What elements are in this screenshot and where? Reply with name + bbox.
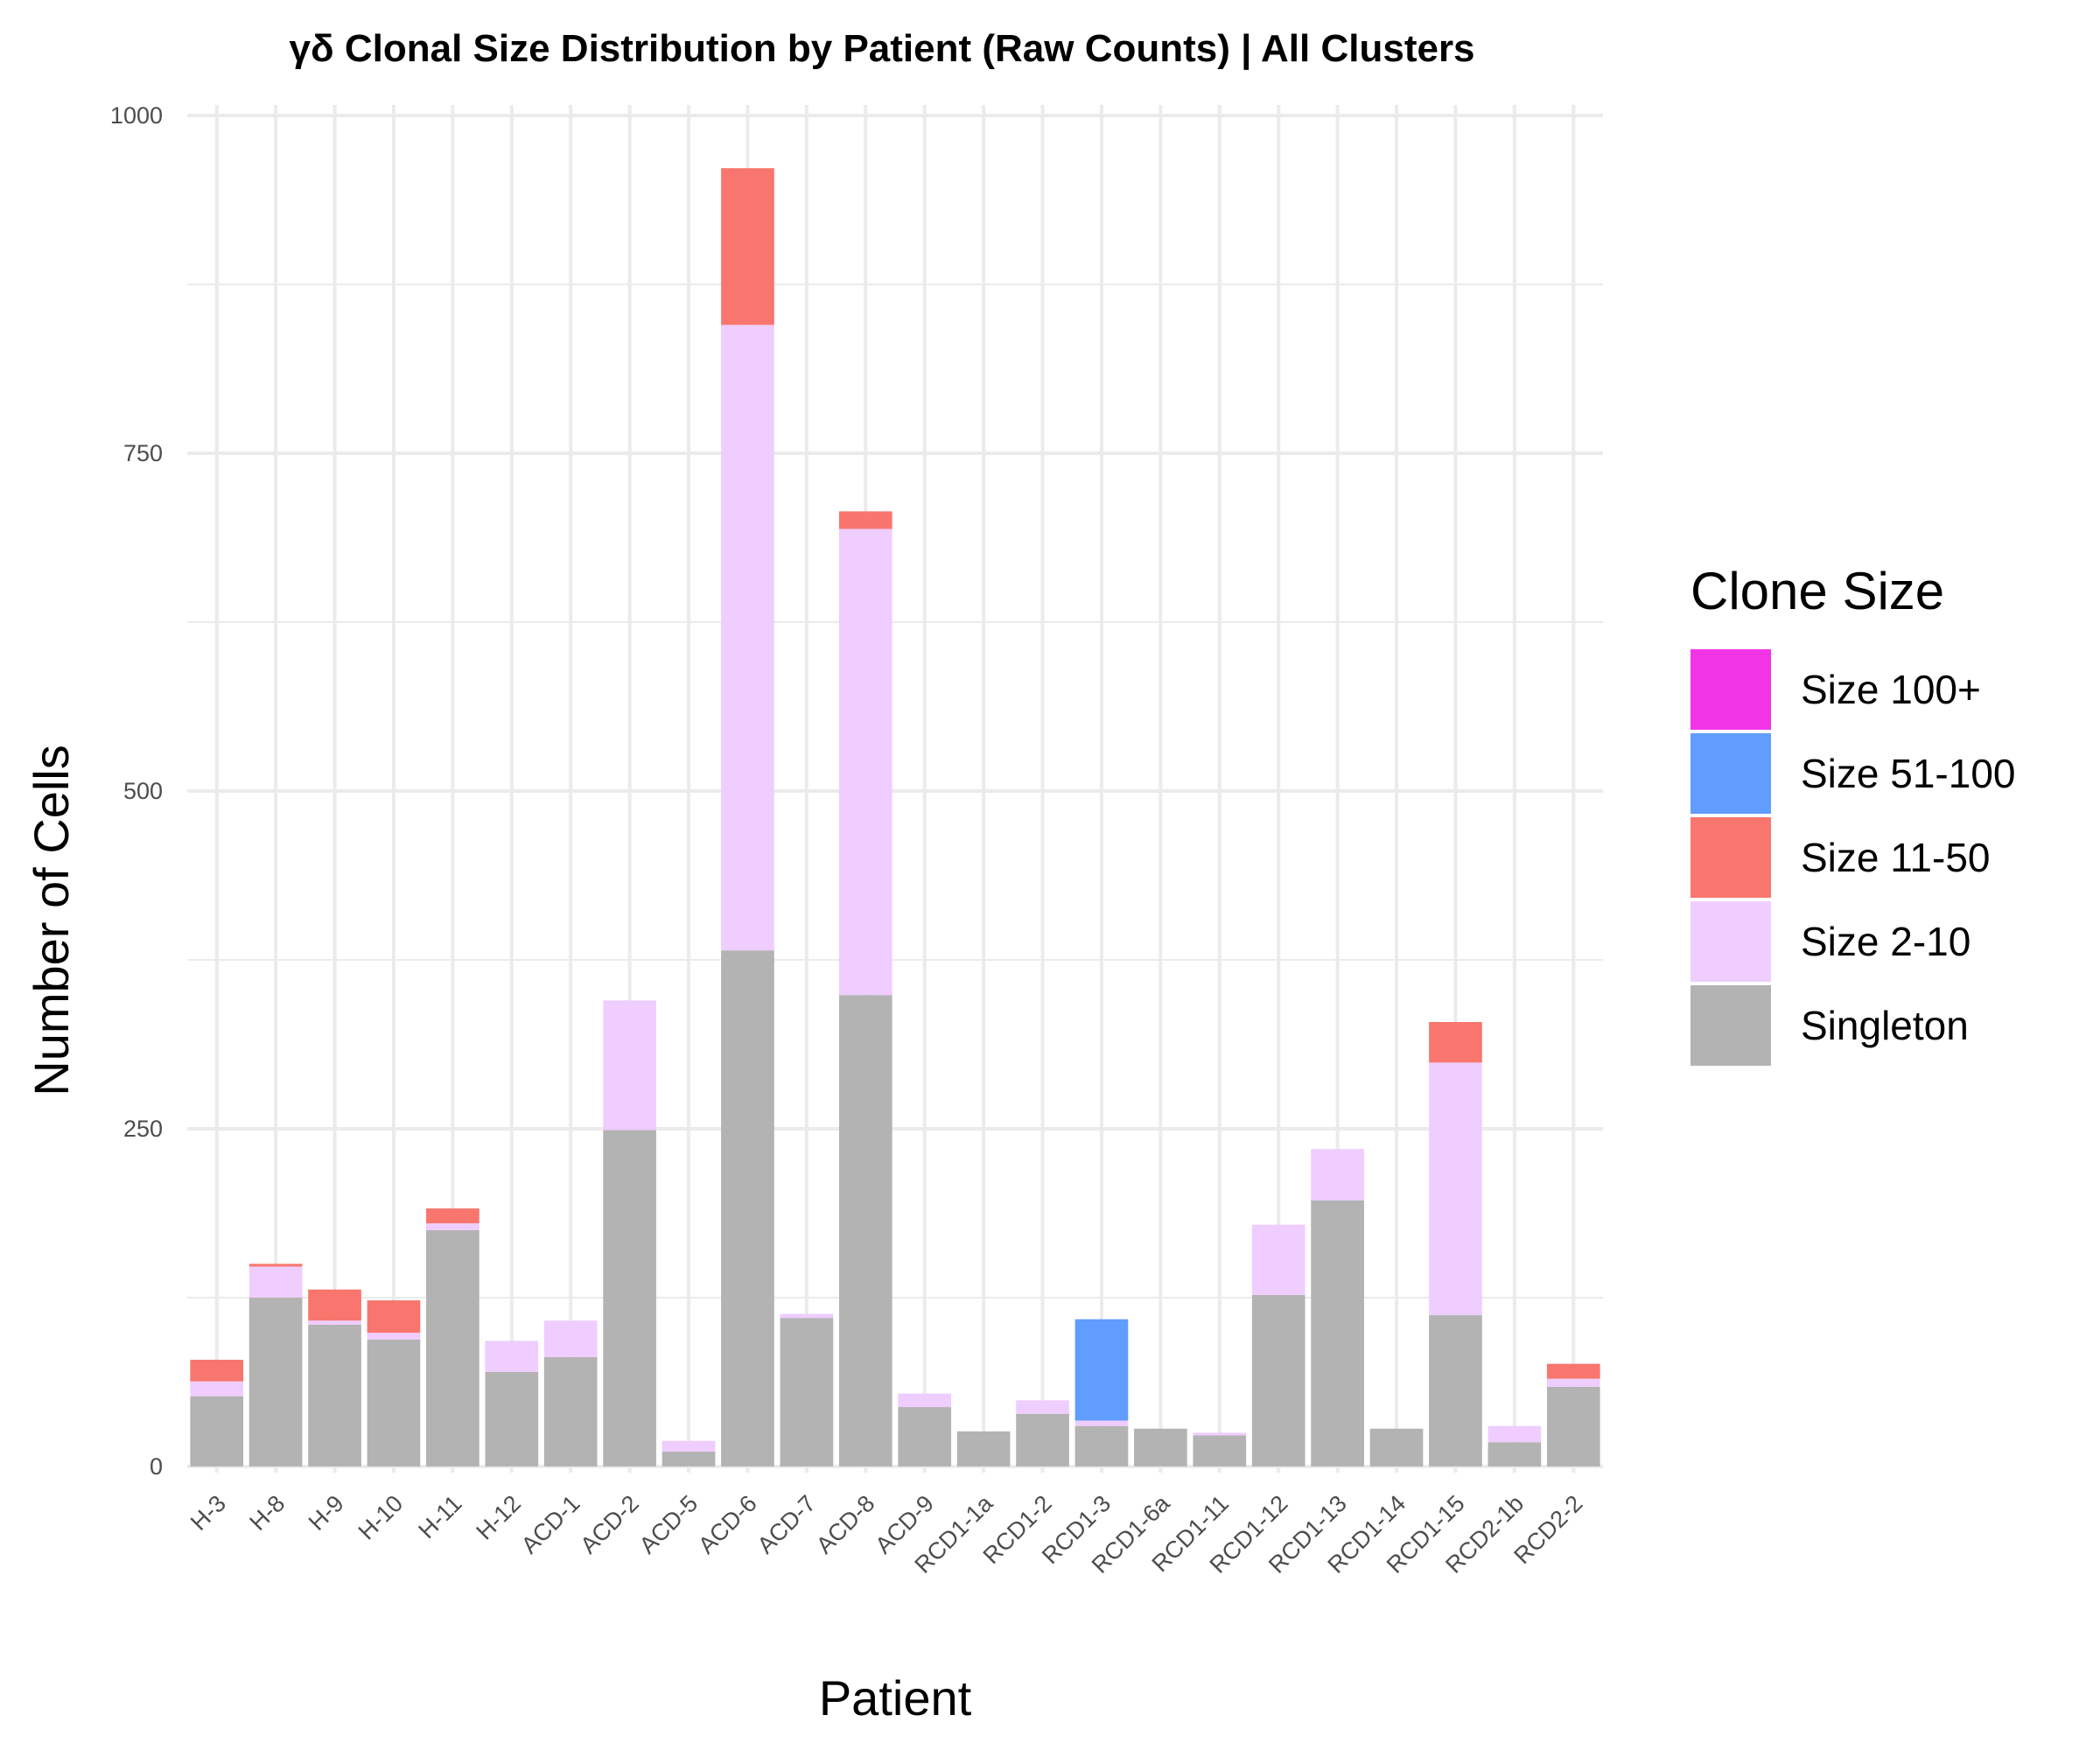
bar-segment-singleton: [1429, 1315, 1482, 1466]
legend-label: Size 11-50: [1801, 835, 1991, 880]
bar-segment-size-2-10: [485, 1340, 539, 1372]
bar-segment-size-11-50: [1429, 1022, 1482, 1063]
bar-segment-singleton: [1134, 1428, 1187, 1466]
bar-segment-size-2-10: [1429, 1062, 1482, 1316]
bar-segment-singleton: [426, 1229, 480, 1466]
bar-segment-size-11-50: [190, 1360, 244, 1382]
bar-segment-singleton: [956, 1431, 1011, 1466]
bar-segment-singleton: [1546, 1386, 1600, 1466]
legend-key: [1690, 901, 1771, 982]
y-tick-label: 250: [123, 1116, 163, 1142]
bar-segment-singleton: [543, 1356, 598, 1466]
legend-label: Singleton: [1801, 1003, 1969, 1048]
bar-segment-size-51-100: [1074, 1319, 1129, 1421]
x-axis-title: Patient: [819, 1670, 972, 1726]
bar-segment-size-2-10: [1488, 1425, 1542, 1443]
bar-segment-size-2-10: [426, 1223, 480, 1230]
bar-segment-size-11-50: [838, 511, 892, 529]
y-axis-ticks: 0 250 500 750 1000: [110, 102, 163, 1480]
bar-segment-size-11-50: [367, 1300, 421, 1334]
bar-segment-size-2-10: [780, 1313, 834, 1319]
y-tick-label: 750: [123, 440, 163, 466]
bar-segment-size-11-50: [308, 1289, 361, 1321]
bar-segment-singleton: [780, 1318, 834, 1466]
bar-segment-size-2-10: [1193, 1432, 1247, 1436]
y-tick-label: 1000: [110, 102, 163, 129]
bar-segment-singleton: [721, 950, 774, 1466]
legend-key: [1690, 817, 1771, 898]
bar-segment-singleton: [1193, 1435, 1247, 1466]
bar-segment-singleton: [662, 1452, 716, 1466]
bar-segment-singleton: [367, 1339, 421, 1466]
bar-segment-size-2-10: [721, 325, 774, 951]
bar-segment-singleton: [1369, 1428, 1424, 1466]
legend-label: Size 100+: [1801, 667, 1981, 712]
legend: Clone Size Size 100+ Size 51-100 Size 11-5…: [1690, 562, 2016, 1066]
bar-segment-singleton: [308, 1324, 361, 1466]
bar-segment-size-2-10: [1311, 1149, 1364, 1200]
legend-title: Clone Size: [1690, 562, 1944, 620]
y-tick-label: 0: [150, 1453, 163, 1480]
y-tick-label: 500: [123, 778, 163, 804]
bar-segment-singleton: [248, 1298, 303, 1466]
bar-segment-size-2-10: [898, 1393, 952, 1408]
bar-segment-size-11-50: [248, 1264, 303, 1267]
bar-segment-size-11-50: [426, 1208, 480, 1224]
bar-segment-size-2-10: [1251, 1224, 1306, 1295]
bar-segment-singleton: [1251, 1294, 1306, 1466]
legend-key: [1690, 733, 1771, 814]
bar-segment-size-2-10: [1546, 1378, 1600, 1387]
bar-segment-size-2-10: [1016, 1400, 1069, 1414]
bar-segment-singleton: [898, 1407, 952, 1466]
bars: [190, 168, 1600, 1466]
bar-segment-size-2-10: [367, 1333, 421, 1340]
bar-segment-size-2-10: [838, 528, 892, 996]
bar-segment-size-2-10: [190, 1381, 244, 1396]
bar-segment-size-2-10: [1074, 1420, 1129, 1426]
bar-segment-singleton: [1311, 1200, 1364, 1466]
legend-key: [1690, 649, 1771, 730]
bar-segment-size-2-10: [662, 1440, 716, 1452]
chart-title: γδ Clonal Size Distribution by Patient (…: [289, 27, 1474, 71]
bar-segment-singleton: [838, 995, 892, 1466]
bar-segment-singleton: [1074, 1425, 1129, 1466]
y-axis-title: Number of Cells: [24, 745, 79, 1096]
bar-segment-singleton: [1488, 1442, 1542, 1466]
legend-key: [1690, 985, 1771, 1066]
bar-segment-size-11-50: [721, 168, 774, 326]
bar-segment-singleton: [190, 1396, 244, 1466]
bar-segment-singleton: [1016, 1413, 1069, 1466]
bar-segment-size-2-10: [543, 1320, 598, 1357]
bar-segment-size-2-10: [248, 1266, 303, 1298]
bar-segment-size-2-10: [308, 1320, 361, 1325]
bar-segment-size-2-10: [603, 1000, 656, 1130]
bar-segment-singleton: [485, 1371, 539, 1466]
bar-segment-size-11-50: [1546, 1363, 1600, 1379]
legend-label: Size 51-100: [1801, 751, 2016, 796]
legend-label: Size 2-10: [1801, 919, 1970, 964]
bar-segment-singleton: [603, 1130, 656, 1466]
